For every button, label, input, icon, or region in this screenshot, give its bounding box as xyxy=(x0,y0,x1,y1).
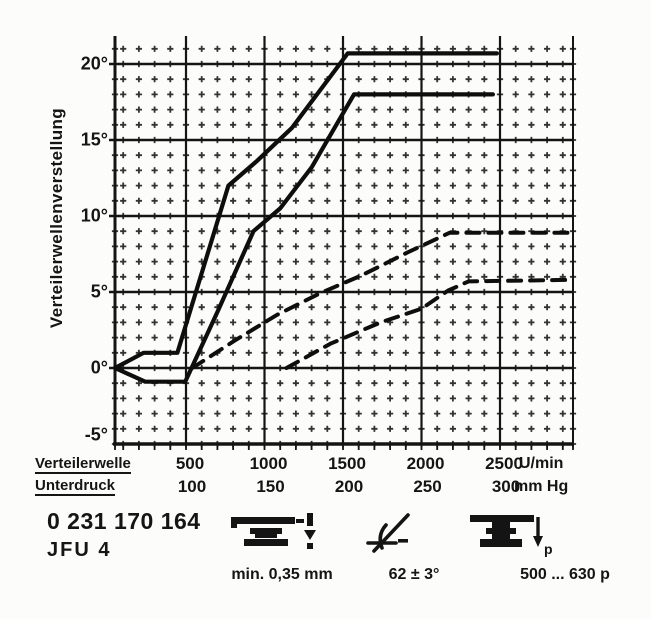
x-tick-label: 2500 xyxy=(485,454,523,473)
dwell-angle-icon xyxy=(366,513,410,553)
x-axis-secondary-name: Unterdruck xyxy=(35,477,116,496)
y-tick-label: 0° xyxy=(90,357,108,378)
contact-pressure-value: 500 ... 630 p xyxy=(520,566,610,583)
x-tick-label: 1000 xyxy=(249,454,288,473)
y-tick-label: 15° xyxy=(80,129,108,150)
y-tick-label: 20° xyxy=(80,53,108,74)
x-axis-secondary-tick-row: mm Hg 100 150 200 250 300 xyxy=(0,477,651,497)
x-tick-label: 500 xyxy=(175,454,205,473)
x-axis-primary-name: Verteilerwelle xyxy=(35,455,131,474)
y-tick-label: -5° xyxy=(84,424,108,445)
centrifugal-advance-lower-limit-curve xyxy=(112,92,495,384)
x-tick-label: 100 xyxy=(177,477,207,496)
x-tick-label: 300 xyxy=(491,477,521,496)
x-tick-label: 1500 xyxy=(328,454,366,473)
model-code: JFU 4 xyxy=(47,539,112,561)
y-tick-label: 5° xyxy=(90,281,108,302)
vacuum-advance-upper-limit-curve xyxy=(190,230,575,370)
x-axis-minor-ticks xyxy=(114,444,574,450)
contact-gap-value: min. 0,35 mm xyxy=(231,566,333,583)
x-tick-label: 200 xyxy=(334,477,364,496)
x-tick-label: 2000 xyxy=(406,454,445,473)
centrifugal-advance-upper-limit-curve xyxy=(112,51,499,371)
contact-pressure-icon: p xyxy=(470,515,553,557)
part-number: 0 231 170 164 xyxy=(47,508,201,534)
pressure-arrow-label: p xyxy=(544,541,553,557)
x-tick-label: 250 xyxy=(413,477,442,496)
dwell-angle-value: 62 ± 3° xyxy=(388,566,440,583)
x-tick-label: 150 xyxy=(256,477,285,496)
x-axis-primary-tick-row: U/min 500 1000 1500 2000 2500 xyxy=(0,454,651,474)
contact-gap-icon xyxy=(231,513,316,549)
x-axis-secondary-unit: mm Hg xyxy=(514,478,569,495)
vacuum-advance-lower-limit-curve xyxy=(284,277,575,370)
y-tick-label: 10° xyxy=(80,205,108,226)
x-axis-primary-unit: U/min xyxy=(519,455,564,472)
y-axis-title: Verteilerwellenverstellung xyxy=(47,107,66,329)
